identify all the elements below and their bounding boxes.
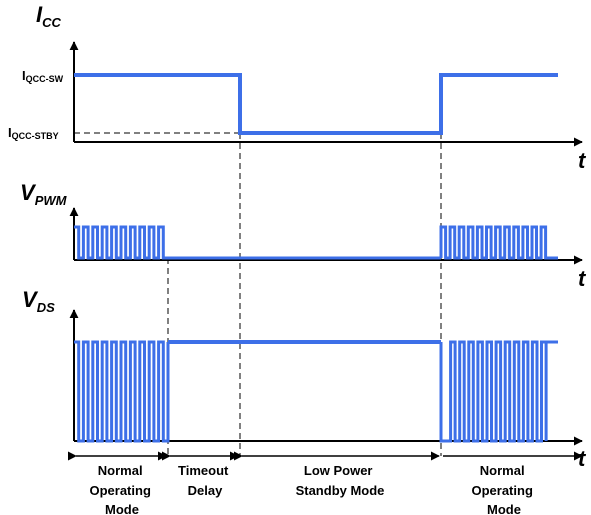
vpwm-burst-normal-1: [74, 225, 168, 260]
icc-time-label: t: [578, 148, 587, 173]
vds-switching-normal-2: [439, 340, 558, 443]
icc-axis-label: ICC: [36, 2, 62, 30]
phase-label-timeout-delay: Timeout Delay: [178, 463, 232, 498]
vds-time-label: t: [578, 446, 587, 471]
vpwm-time-label: t: [578, 266, 587, 291]
icc-axes: [69, 41, 583, 147]
phase-label-normal-2: Normal Operating Mode: [471, 463, 536, 515]
level-label-qcc-sw: IQCC-SW: [22, 68, 64, 84]
phase-label-normal-1: Normal Operating Mode: [89, 463, 154, 515]
icc-waveform: [74, 73, 558, 135]
level-label-qcc-stby: IQCC-STBY: [8, 125, 59, 141]
vds-switching-normal-1: [74, 340, 170, 443]
vds-axis-label: VDS: [22, 287, 55, 315]
phase-label-standby: Low Power Standby Mode: [296, 463, 385, 498]
vpwm-burst-normal-2: [439, 225, 558, 260]
vpwm-axes: [69, 207, 583, 265]
vpwm-axis-label: VPWM: [20, 180, 68, 208]
waveforms: [74, 73, 558, 443]
